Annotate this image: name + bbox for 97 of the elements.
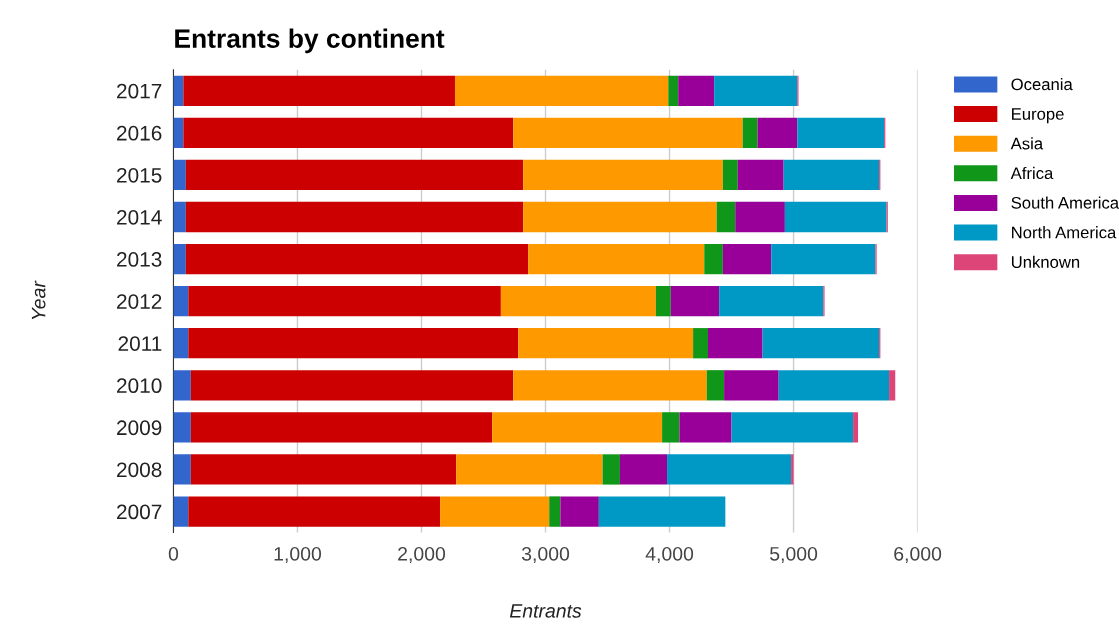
bar — [668, 75, 679, 106]
bar — [797, 117, 885, 148]
bar — [724, 370, 779, 401]
bar — [518, 328, 694, 359]
bar — [679, 412, 732, 443]
bar — [513, 117, 743, 148]
x-axis-title: Entrants — [509, 604, 582, 618]
bar — [722, 243, 772, 275]
y-tick-label: 2015 — [117, 167, 162, 183]
bar — [667, 454, 792, 485]
bar — [440, 496, 550, 527]
bar — [173, 201, 186, 233]
y-axis-title: Year — [31, 280, 46, 320]
bar — [716, 201, 736, 233]
bar — [853, 412, 859, 443]
bar — [742, 117, 758, 148]
y-tick-label: 2008 — [117, 462, 162, 478]
bar — [173, 496, 189, 527]
x-tick-label: 5,000 — [770, 546, 818, 564]
bar — [670, 286, 720, 317]
y-tick-label: 2017 — [117, 83, 162, 99]
y-tick-label: 2012 — [117, 294, 162, 309]
bar — [173, 412, 191, 443]
y-tick-label: 2013 — [117, 252, 162, 267]
bar — [456, 454, 603, 485]
bar — [173, 370, 191, 401]
bar — [188, 286, 501, 317]
bar — [735, 201, 785, 233]
chart-title: Entrants by continent — [175, 28, 445, 54]
bar — [188, 328, 519, 359]
bar — [693, 328, 708, 359]
legend-label: Unknown — [1011, 255, 1080, 268]
y-tick-label: 2009 — [117, 420, 162, 436]
bar — [190, 370, 514, 401]
x-tick-label: 4,000 — [645, 546, 694, 564]
bar — [889, 370, 896, 401]
bar — [714, 75, 798, 106]
y-tick-label: 2011 — [118, 336, 162, 351]
bar — [706, 370, 725, 401]
bar — [762, 328, 880, 359]
y-tick-label: 2010 — [117, 378, 162, 394]
bar — [528, 243, 705, 275]
legend-label: Europe — [1012, 108, 1064, 124]
bar — [173, 243, 186, 275]
legend-label: North America — [1012, 226, 1117, 239]
bar — [655, 286, 671, 317]
y-tick-label: 2016 — [117, 125, 162, 141]
y-tick-label: 2014 — [117, 210, 162, 225]
bar — [183, 75, 455, 106]
bar — [619, 454, 668, 485]
bar — [778, 370, 890, 401]
bar — [549, 496, 561, 527]
x-tick-label: 2,000 — [398, 546, 446, 564]
x-tick-label: 1,000 — [274, 546, 322, 564]
bar — [719, 286, 824, 317]
bar — [771, 243, 876, 275]
bar — [722, 159, 738, 191]
bar — [513, 370, 707, 401]
bar — [173, 75, 184, 106]
bar — [190, 454, 457, 485]
bar — [523, 201, 717, 233]
bar — [183, 117, 514, 148]
bar — [791, 454, 794, 485]
bar — [190, 412, 493, 443]
bar — [560, 496, 599, 527]
bar — [783, 159, 880, 191]
bar — [500, 286, 656, 317]
bar — [737, 159, 784, 191]
bar — [185, 159, 524, 191]
bar — [598, 496, 726, 527]
bar — [757, 117, 798, 148]
x-tick-label: 0 — [168, 546, 179, 561]
bar — [185, 243, 529, 275]
legend-label: Africa — [1010, 166, 1054, 180]
bar — [678, 75, 715, 106]
bar — [523, 159, 723, 191]
bar — [784, 201, 887, 233]
bar — [188, 496, 441, 527]
x-tick-label: 6,000 — [894, 546, 942, 564]
y-tick-label: 2007 — [117, 504, 162, 520]
legend-label: South America — [1011, 196, 1119, 209]
legend-label: Oceania — [1011, 78, 1073, 91]
bar — [173, 328, 189, 359]
bar — [173, 117, 184, 148]
bar — [173, 159, 186, 191]
x-tick-label: 3,000 — [521, 546, 570, 564]
bar — [704, 243, 723, 275]
bar — [731, 412, 854, 443]
bar — [173, 286, 189, 317]
bar — [602, 454, 620, 485]
bar — [707, 328, 763, 359]
legend-label: Asia — [1010, 137, 1044, 150]
bar — [173, 454, 191, 485]
bar — [454, 75, 669, 106]
bar — [185, 201, 524, 233]
bar — [492, 412, 663, 443]
bar — [662, 412, 680, 443]
